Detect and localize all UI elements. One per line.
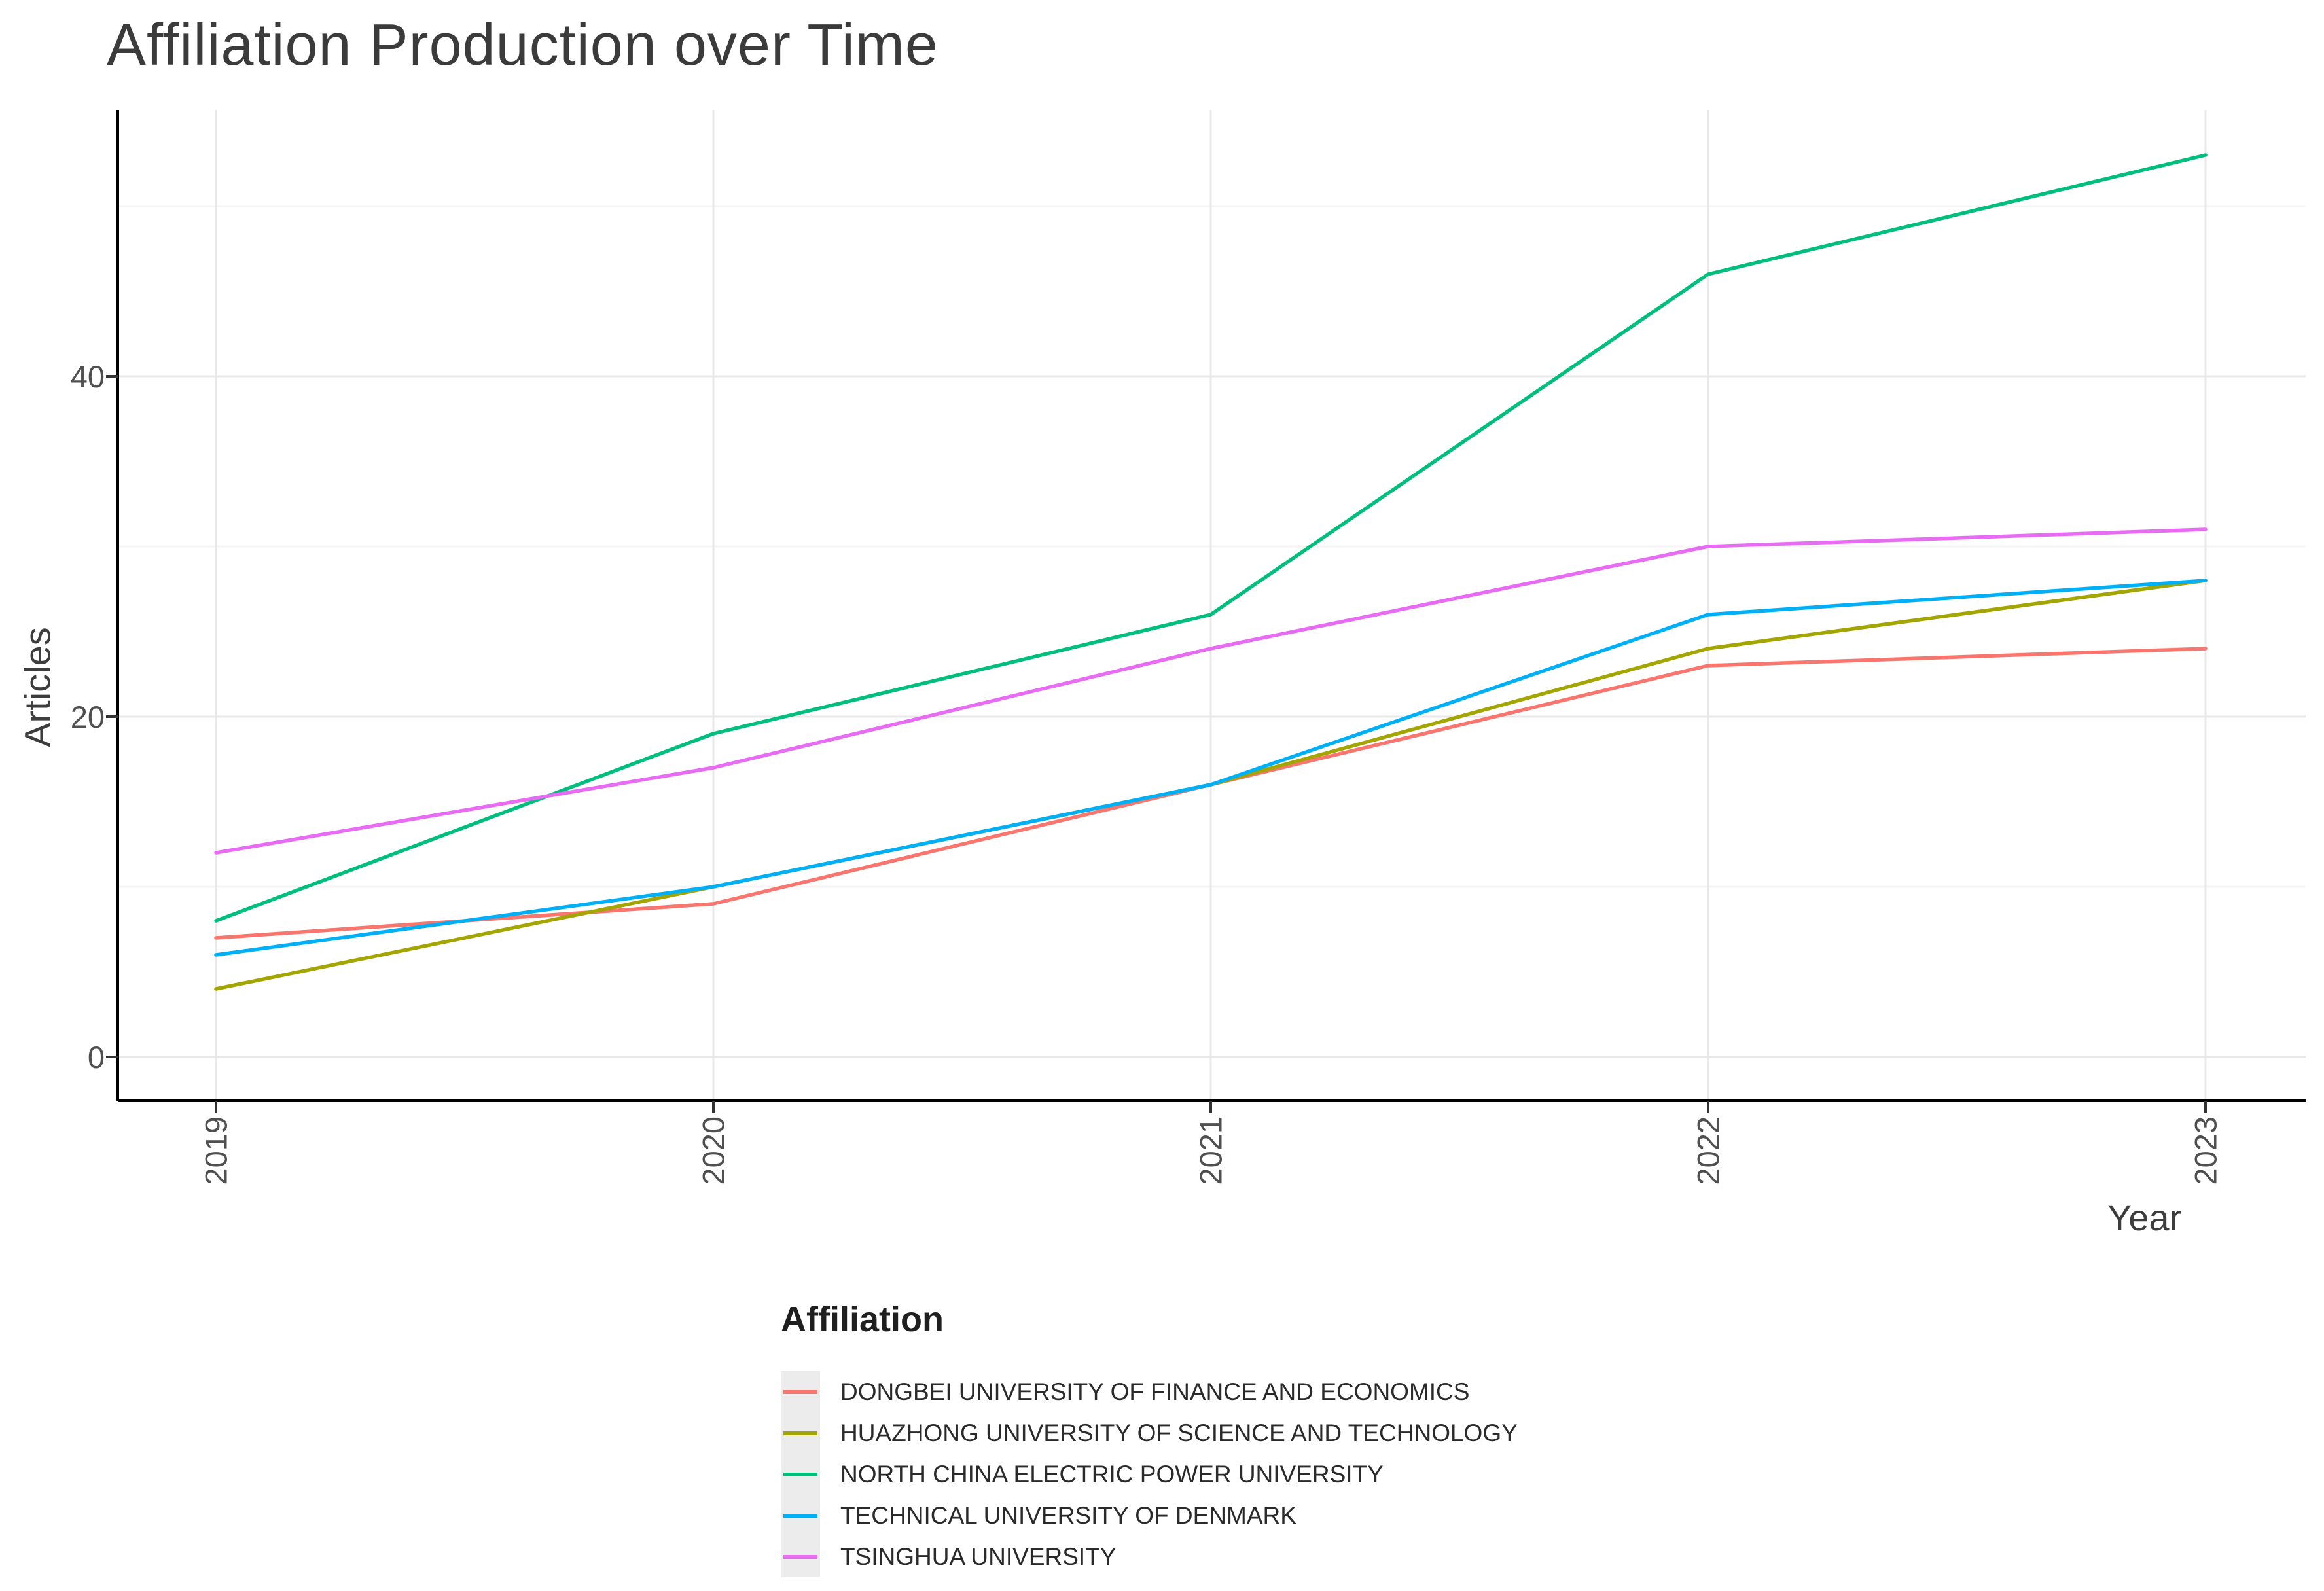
legend-title: Affiliation <box>781 1300 944 1339</box>
legend-item-tsinghua-university: TSINGHUA UNIVERSITY <box>781 1536 1518 1577</box>
legend-item-dongbei-university-of-finance-and-economics: DONGBEI UNIVERSITY OF FINANCE AND ECONOM… <box>781 1371 1518 1412</box>
legend-key-line <box>783 1389 817 1394</box>
x-tick-label-2022: 2022 <box>1690 1117 1726 1185</box>
legend-label: DONGBEI UNIVERSITY OF FINANCE AND ECONOM… <box>840 1378 1470 1405</box>
legend-item-technical-university-of-denmark: TECHNICAL UNIVERSITY OF DENMARK <box>781 1495 1518 1536</box>
x-tick-label-2023: 2023 <box>2188 1117 2223 1185</box>
legend-key-icon <box>781 1412 820 1454</box>
legend-key-icon <box>781 1371 820 1412</box>
legend-key-line <box>783 1472 817 1476</box>
y-tick-label-0: 0 <box>87 1040 105 1075</box>
legend-key-icon <box>781 1454 820 1495</box>
legend-item-huazhong-university-of-science-and-technology: HUAZHONG UNIVERSITY OF SCIENCE AND TECHN… <box>781 1412 1518 1454</box>
legend: Affiliation DONGBEI UNIVERSITY OF FINANC… <box>781 1299 1518 1577</box>
legend-key-icon <box>781 1495 820 1536</box>
legend-label: NORTH CHINA ELECTRIC POWER UNIVERSITY <box>840 1460 1384 1488</box>
legend-key-line <box>783 1554 817 1559</box>
legend-key-icon <box>781 1536 820 1577</box>
y-tick-label-20: 20 <box>70 700 105 734</box>
series-line-tsinghua-university <box>214 527 2208 855</box>
y-tick-label-40: 40 <box>70 359 105 394</box>
legend-key-line <box>783 1431 817 1435</box>
series-line-technical-university-of-denmark <box>214 579 2208 957</box>
x-tick-label-2019: 2019 <box>198 1117 234 1185</box>
x-tick-label-2021: 2021 <box>1193 1117 1228 1185</box>
x-tick-label-2020: 2020 <box>696 1117 731 1185</box>
legend-label: TSINGHUA UNIVERSITY <box>840 1543 1117 1570</box>
x-axis-title: Year <box>2107 1197 2182 1238</box>
legend-label: HUAZHONG UNIVERSITY OF SCIENCE AND TECHN… <box>840 1419 1518 1446</box>
chart-title: Affiliation Production over Time <box>107 12 939 78</box>
legend-key-line <box>783 1513 817 1518</box>
legend-label: TECHNICAL UNIVERSITY OF DENMARK <box>840 1501 1296 1529</box>
legend-item-north-china-electric-power-university: NORTH CHINA ELECTRIC POWER UNIVERSITY <box>781 1454 1518 1495</box>
legend-rows: DONGBEI UNIVERSITY OF FINANCE AND ECONOM… <box>781 1371 1518 1577</box>
